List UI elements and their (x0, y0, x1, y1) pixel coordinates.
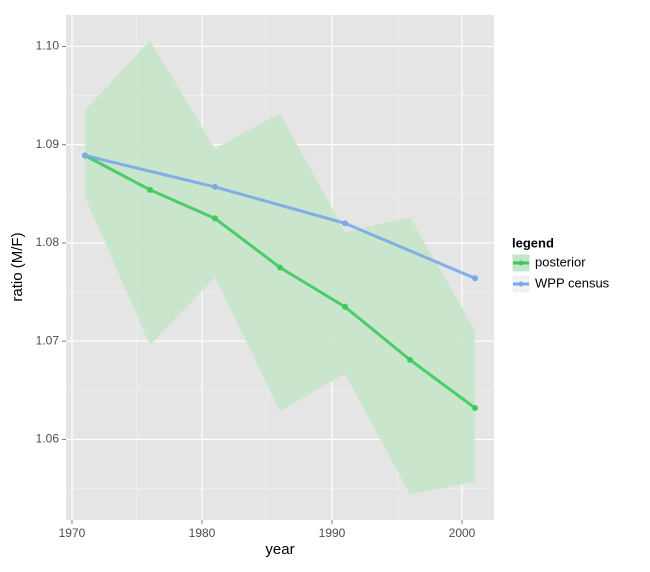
point (472, 275, 479, 282)
x-tick-label: 1990 (319, 526, 346, 540)
legend-point (518, 260, 524, 266)
legend-label: posterior (535, 254, 586, 269)
x-tick-label: 2000 (449, 526, 476, 540)
point (277, 264, 283, 271)
point (342, 303, 349, 310)
y-tick-label: 1.08 (36, 235, 60, 249)
legend-point (518, 281, 524, 287)
point (81, 152, 88, 159)
point (211, 215, 218, 222)
legend-title: legend (512, 235, 554, 250)
point (472, 404, 479, 411)
point (342, 220, 349, 227)
y-tick-label: 1.06 (36, 432, 60, 446)
x-axis-label: year (265, 541, 294, 558)
y-tick-label: 1.09 (36, 137, 60, 151)
series-line (84, 154, 476, 280)
y-tick-label: 1.10 (36, 39, 60, 53)
y-axis-label: ratio (M/F) (9, 232, 26, 301)
point (146, 186, 153, 193)
point (211, 183, 218, 190)
x-tick-label: 1970 (59, 526, 86, 540)
y-tick-label: 1.07 (36, 333, 60, 347)
x-tick-label: 1980 (189, 526, 216, 540)
legend-label: WPP census (535, 275, 610, 290)
point (407, 356, 414, 363)
